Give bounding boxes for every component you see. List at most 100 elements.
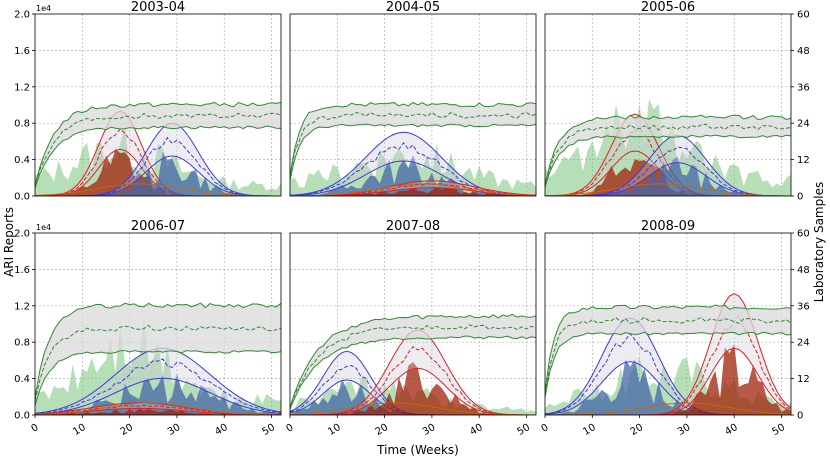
- plot-area: [290, 233, 536, 415]
- other-strain-curve: [290, 183, 536, 196]
- other-strain-curve: [290, 402, 536, 415]
- plot-area: [290, 14, 536, 196]
- strain-band-H1N1: [35, 123, 281, 196]
- panel-title: 2005-06: [641, 0, 695, 15]
- x-tick-label: 50: [516, 422, 533, 438]
- panel-title: 2007-08: [386, 219, 440, 234]
- ari-bound: [35, 101, 281, 186]
- strain-band-H1N1: [35, 348, 281, 415]
- panel-frame: [544, 232, 792, 416]
- panel-2007-08: 2007-08 0 10 20 30 40 50: [284, 219, 537, 438]
- ari-bound: [35, 125, 281, 189]
- ari-bound: [545, 304, 791, 392]
- other-strain-curve: [545, 402, 791, 415]
- y-tick-label: 0.0: [14, 411, 30, 422]
- y-tick-label: 1.2: [14, 82, 30, 93]
- x-tick-label: 20: [119, 422, 136, 438]
- y-tick-label: 1.2: [14, 301, 30, 312]
- strain-area-H1N1: [545, 359, 791, 415]
- ari-mean: [35, 324, 281, 401]
- strain-mean-H3N2: [290, 346, 536, 415]
- ari-bound: [545, 134, 791, 188]
- panel-2006-07: 2006-07 0 10 20 30 40 50 0.0 0.4 0.8 1.2 1.6 2.0 1e4: [14, 219, 282, 438]
- other-strain-curve: [35, 183, 281, 196]
- right-tick-label: 60: [797, 10, 810, 21]
- x-tick-label: 20: [629, 422, 646, 438]
- panel-frame: [289, 13, 537, 197]
- other-strain-curve: [545, 183, 791, 196]
- right-tick-label: 36: [797, 82, 810, 93]
- panel-2004-05: 2004-05: [289, 0, 537, 197]
- right-tick-label: 0: [797, 411, 803, 422]
- strain-band-H1N1: [290, 351, 536, 415]
- y-tick-label: 0.8: [14, 338, 30, 349]
- right-axis-label: Laboratory Samples: [812, 182, 826, 302]
- x-tick-label: 30: [676, 422, 693, 438]
- y-multiplier: 1e4: [36, 223, 51, 232]
- right-tick-label: 36: [797, 301, 810, 312]
- x-tick-label: 0: [284, 422, 295, 435]
- y-tick-label: 2.0: [14, 229, 30, 240]
- strain-mean-H3N2: [545, 314, 791, 415]
- ari-mean: [35, 112, 281, 189]
- ari-bound: [290, 335, 536, 409]
- panel-frame: [34, 232, 282, 416]
- left-axis-label: ARI Reports: [2, 207, 16, 277]
- y-tick-label: 0.0: [14, 192, 30, 203]
- strain-mean-H3N2: [545, 127, 791, 196]
- other-strain-curve: [35, 402, 281, 415]
- y-tick-label: 0.4: [14, 374, 30, 385]
- plot-area: [35, 14, 281, 196]
- panel-frame: [544, 13, 792, 197]
- ari-bound: [290, 313, 536, 408]
- strain-mean-H1N1: [35, 358, 281, 415]
- strain-area-H1N1: [35, 151, 281, 196]
- right-tick-label: 0: [797, 192, 803, 203]
- right-tick-label: 12: [797, 155, 810, 166]
- strain-area-H3N2: [290, 361, 536, 415]
- plot-area: [35, 233, 281, 415]
- strain-area-H3N2: [545, 159, 791, 196]
- x-tick-label: 20: [374, 422, 391, 438]
- ari-bound: [290, 123, 536, 181]
- panels: 2003-04 0.0 0.4 0.8 1.2 1.6 2.0 1e4 2004-05 2005-…: [14, 0, 810, 438]
- ari-band: [35, 303, 281, 406]
- ari-mean: [545, 316, 791, 394]
- plot-area: [545, 14, 791, 196]
- plot-area: [545, 233, 791, 415]
- strain-curve-H1N1: [35, 377, 281, 415]
- right-tick-label: 12: [797, 374, 810, 385]
- ari-bound: [545, 331, 791, 398]
- strain-curve-H1N1: [290, 160, 536, 196]
- x-tick-label: 0: [539, 422, 550, 435]
- panel-title: 2008-09: [641, 219, 695, 234]
- lab-samples-area: [35, 319, 281, 415]
- y-tick-label: 1.6: [14, 265, 30, 276]
- strain-mean-H1N1: [545, 332, 791, 415]
- lab-samples-area: [545, 98, 791, 196]
- y-tick-label: 1.6: [14, 46, 30, 57]
- panel-2003-04: 2003-04 0.0 0.4 0.8 1.2 1.6 2.0 1e4: [14, 0, 282, 203]
- ari-mean: [290, 324, 536, 410]
- ari-bound: [35, 302, 281, 399]
- x-tick-label: 30: [166, 422, 183, 438]
- ari-mean: [545, 123, 791, 187]
- right-tick-label: 24: [797, 338, 810, 349]
- y-tick-label: 0.4: [14, 155, 30, 166]
- panel-2005-06: 2005-06 0 12 24 36 48 60: [544, 0, 810, 203]
- right-tick-label: 48: [797, 46, 810, 57]
- strain-curve-H3N2: [35, 110, 281, 196]
- x-axis-label: Time (Weeks): [376, 443, 459, 457]
- ari-bound: [545, 114, 791, 185]
- strain-curve-H3N2: [545, 347, 791, 415]
- panel-title: 2006-07: [131, 219, 185, 234]
- ari-band: [545, 115, 791, 187]
- x-tick-label: 50: [261, 422, 278, 438]
- y-multiplier: 1e4: [36, 4, 51, 13]
- ari-bound: [35, 350, 281, 406]
- y-tick-label: 2.0: [14, 10, 30, 21]
- x-tick-label: 10: [71, 422, 88, 438]
- panel-frame: [289, 232, 537, 416]
- y-tick-label: 0.8: [14, 119, 30, 130]
